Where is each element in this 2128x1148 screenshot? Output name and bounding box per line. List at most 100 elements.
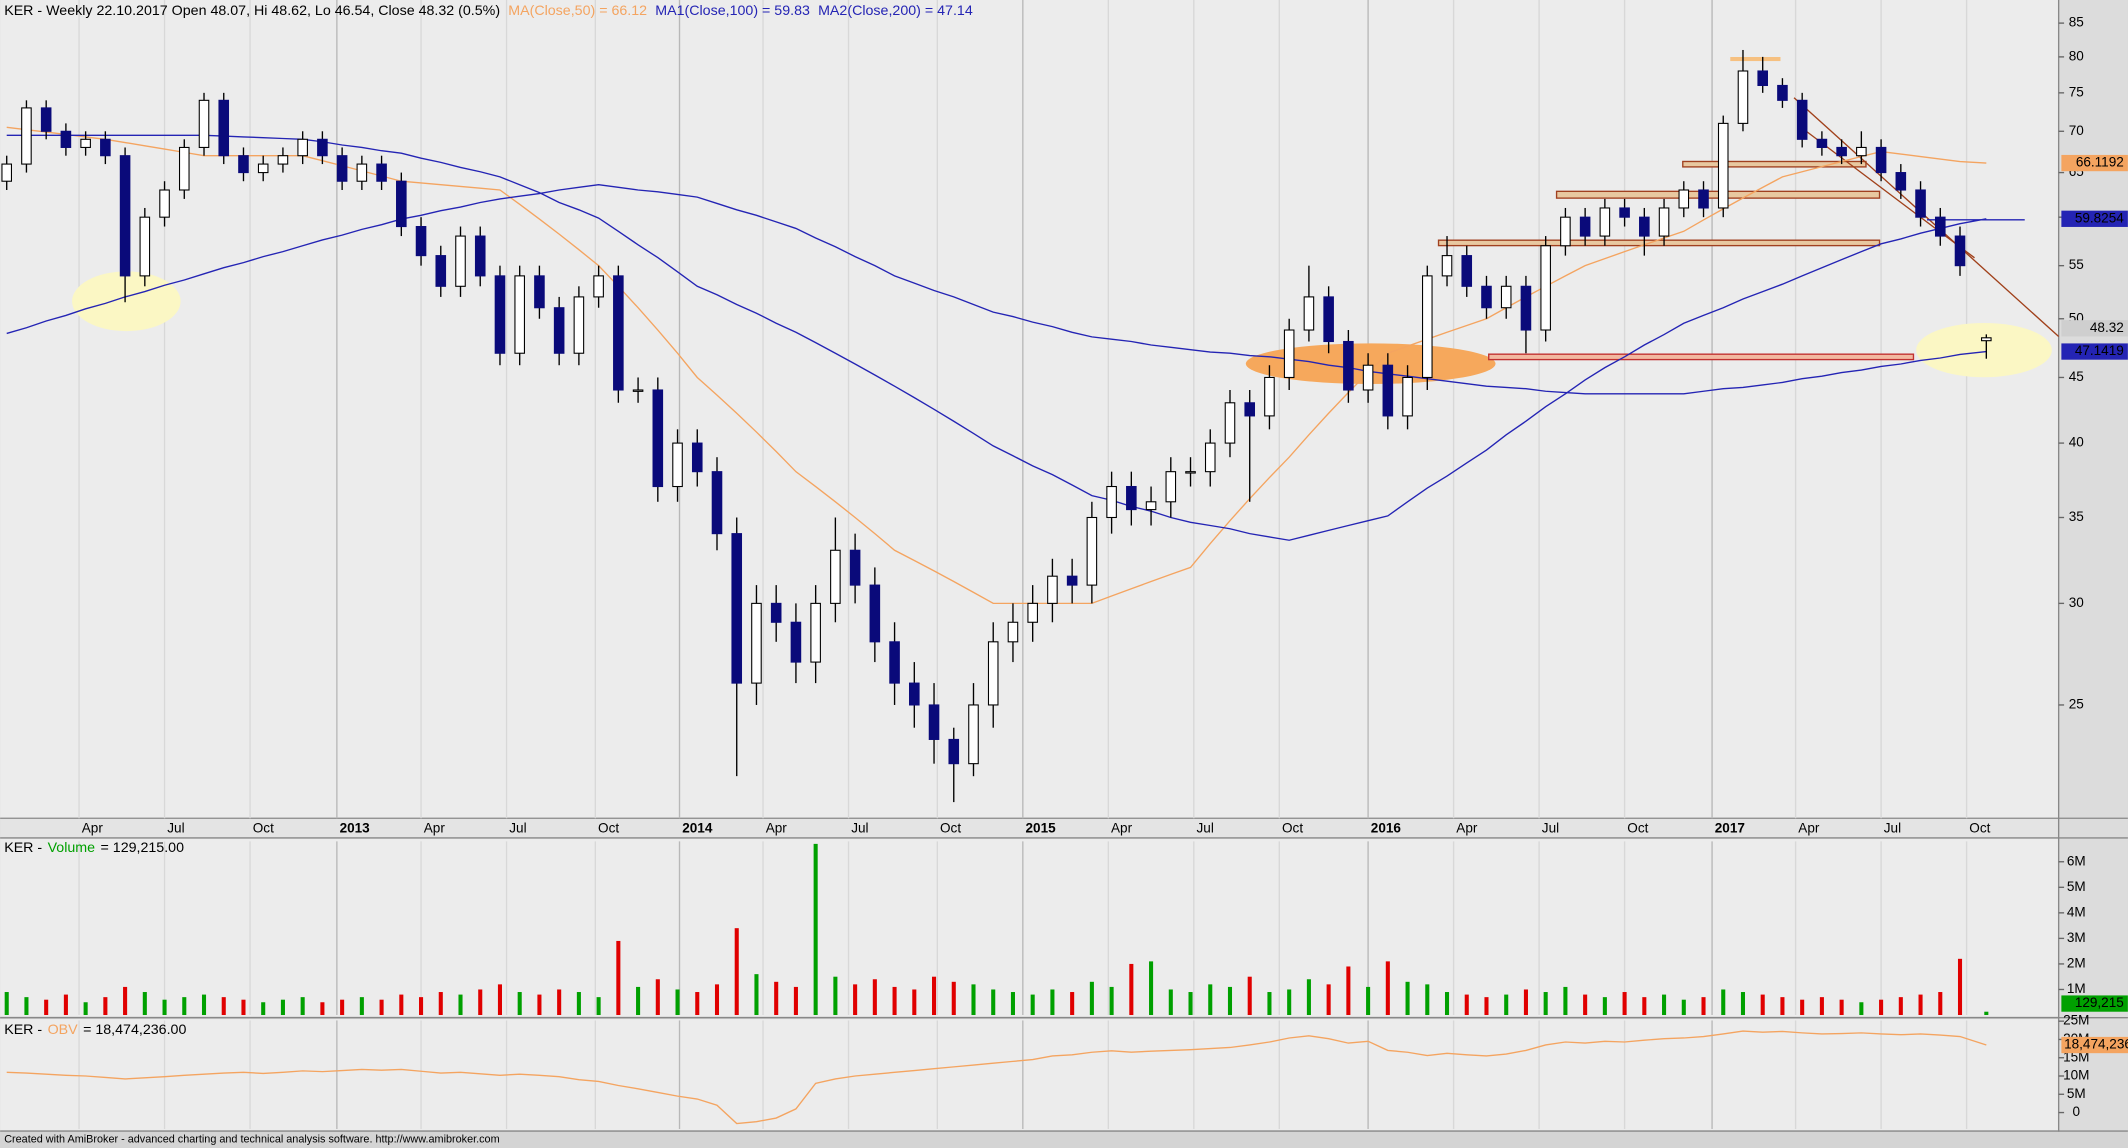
volume-bar bbox=[1366, 986, 1371, 1016]
volume-bar bbox=[774, 981, 779, 1016]
volume-bar bbox=[1602, 997, 1607, 1016]
volume-bar bbox=[44, 999, 49, 1016]
support-zone bbox=[1730, 56, 1781, 62]
candle-body bbox=[1698, 189, 1709, 209]
x-tick-label: 2016 bbox=[1371, 821, 1402, 836]
candle-body bbox=[198, 99, 210, 148]
candle-body bbox=[810, 602, 821, 663]
candle-body bbox=[1323, 296, 1334, 343]
support-zone bbox=[1682, 160, 1867, 168]
labels: KER - Weekly 22.10.2017 Open 48.07, Hi 4… bbox=[4, 3, 2128, 1146]
y-tick-label: 80 bbox=[2069, 48, 2084, 63]
volume-bar bbox=[1563, 986, 1568, 1016]
legend-entry: Volume bbox=[48, 840, 96, 856]
volume-bar bbox=[1504, 994, 1509, 1016]
volume-bar bbox=[1721, 989, 1726, 1016]
value-label: 47.1419 bbox=[2075, 343, 2124, 358]
volume-bar bbox=[280, 999, 285, 1016]
volume-bar bbox=[912, 989, 917, 1016]
candle-body bbox=[830, 549, 841, 604]
ma-line bbox=[6, 184, 1987, 395]
volume-bar bbox=[83, 1002, 88, 1016]
volume-bar bbox=[379, 999, 384, 1016]
candle-body bbox=[415, 225, 427, 257]
volume-bar bbox=[1780, 997, 1785, 1016]
y-tick-label: 70 bbox=[2069, 123, 2084, 138]
volume-title: KER - Volume = 129,215.00 bbox=[4, 840, 184, 856]
candle-body bbox=[159, 189, 170, 218]
volume-bar bbox=[1543, 992, 1548, 1016]
volume-bar bbox=[1464, 994, 1469, 1016]
volume-bar bbox=[1168, 989, 1173, 1016]
candle-body bbox=[1599, 207, 1611, 237]
volume-bar bbox=[695, 992, 700, 1016]
x-tick-label: Oct bbox=[1282, 821, 1303, 836]
volume-bar bbox=[537, 994, 542, 1016]
candle-body bbox=[277, 155, 289, 165]
volume-bar bbox=[872, 979, 877, 1016]
legend-entry: MA1(Close,100) = 59.83 bbox=[655, 3, 810, 19]
candle-body bbox=[1461, 255, 1473, 287]
title: KER - Weekly 22.10.2017 Open 48.07, Hi 4… bbox=[4, 3, 500, 19]
volume-bar bbox=[1425, 984, 1430, 1016]
volume-bar bbox=[991, 989, 996, 1016]
value-box bbox=[2061, 210, 2128, 227]
candle-body bbox=[1560, 216, 1571, 247]
y-tick-label: 2M bbox=[2067, 956, 2086, 971]
candle-body bbox=[1126, 485, 1137, 511]
y-tick-label: 6M bbox=[2067, 853, 2086, 868]
volume-bar bbox=[4, 992, 9, 1016]
candle-body bbox=[1954, 235, 1966, 267]
y-tick-label: 75 bbox=[2069, 84, 2084, 99]
title: KER - bbox=[4, 840, 42, 856]
y-tick-label: 25M bbox=[2063, 1013, 2089, 1028]
volume-bar bbox=[340, 999, 345, 1016]
candle-body bbox=[613, 275, 624, 391]
candle-body bbox=[1895, 172, 1907, 191]
y-tick-label: 45 bbox=[2069, 369, 2084, 384]
volume-bar bbox=[813, 843, 818, 1016]
candle-body bbox=[297, 138, 308, 157]
volume-bar bbox=[1819, 997, 1824, 1016]
candle-body bbox=[1283, 329, 1295, 379]
volume-bar bbox=[142, 992, 147, 1016]
volume-bar bbox=[1188, 992, 1193, 1016]
candle-body bbox=[356, 163, 368, 182]
volume-bar bbox=[320, 1002, 325, 1016]
candle-body bbox=[1981, 337, 1992, 342]
candle-body bbox=[139, 216, 151, 277]
y-tick-label: 4M bbox=[2067, 904, 2086, 919]
volume-bar bbox=[359, 997, 364, 1016]
volume-bar bbox=[1879, 999, 1884, 1016]
volume-bar bbox=[300, 997, 305, 1016]
support-zone bbox=[1437, 239, 1881, 247]
candle-body bbox=[1856, 146, 1867, 157]
candle-body bbox=[80, 138, 91, 148]
candle-body bbox=[1264, 376, 1275, 417]
volume-bar bbox=[971, 984, 976, 1016]
value-label: 129,215 bbox=[2075, 995, 2124, 1010]
candle-body bbox=[218, 99, 230, 157]
value-box bbox=[2061, 320, 2128, 337]
candle-body bbox=[691, 442, 703, 473]
candle-body bbox=[1185, 471, 1196, 474]
candle-body bbox=[1402, 376, 1413, 417]
subtitle: = 18,474,236.00 bbox=[83, 1022, 186, 1038]
volume-panel bbox=[0, 838, 2059, 1017]
candle-body bbox=[1382, 364, 1394, 417]
volume-bar bbox=[734, 928, 739, 1016]
volume-bar bbox=[182, 997, 187, 1016]
value-label: 66.1192 bbox=[2076, 155, 2124, 170]
candle-body bbox=[1678, 189, 1690, 209]
candle-body bbox=[336, 155, 348, 182]
legend-entry: OBV bbox=[48, 1022, 79, 1038]
ma-line bbox=[6, 126, 1987, 605]
candle-body bbox=[1579, 216, 1591, 237]
candle-body bbox=[987, 641, 999, 706]
y-tick-label: 5M bbox=[2067, 879, 2086, 894]
volume-bar bbox=[1662, 994, 1667, 1016]
volume-bar bbox=[1800, 999, 1805, 1016]
candle-body bbox=[317, 138, 328, 157]
volume-bar bbox=[1938, 992, 1943, 1016]
candle-body bbox=[1540, 245, 1551, 331]
